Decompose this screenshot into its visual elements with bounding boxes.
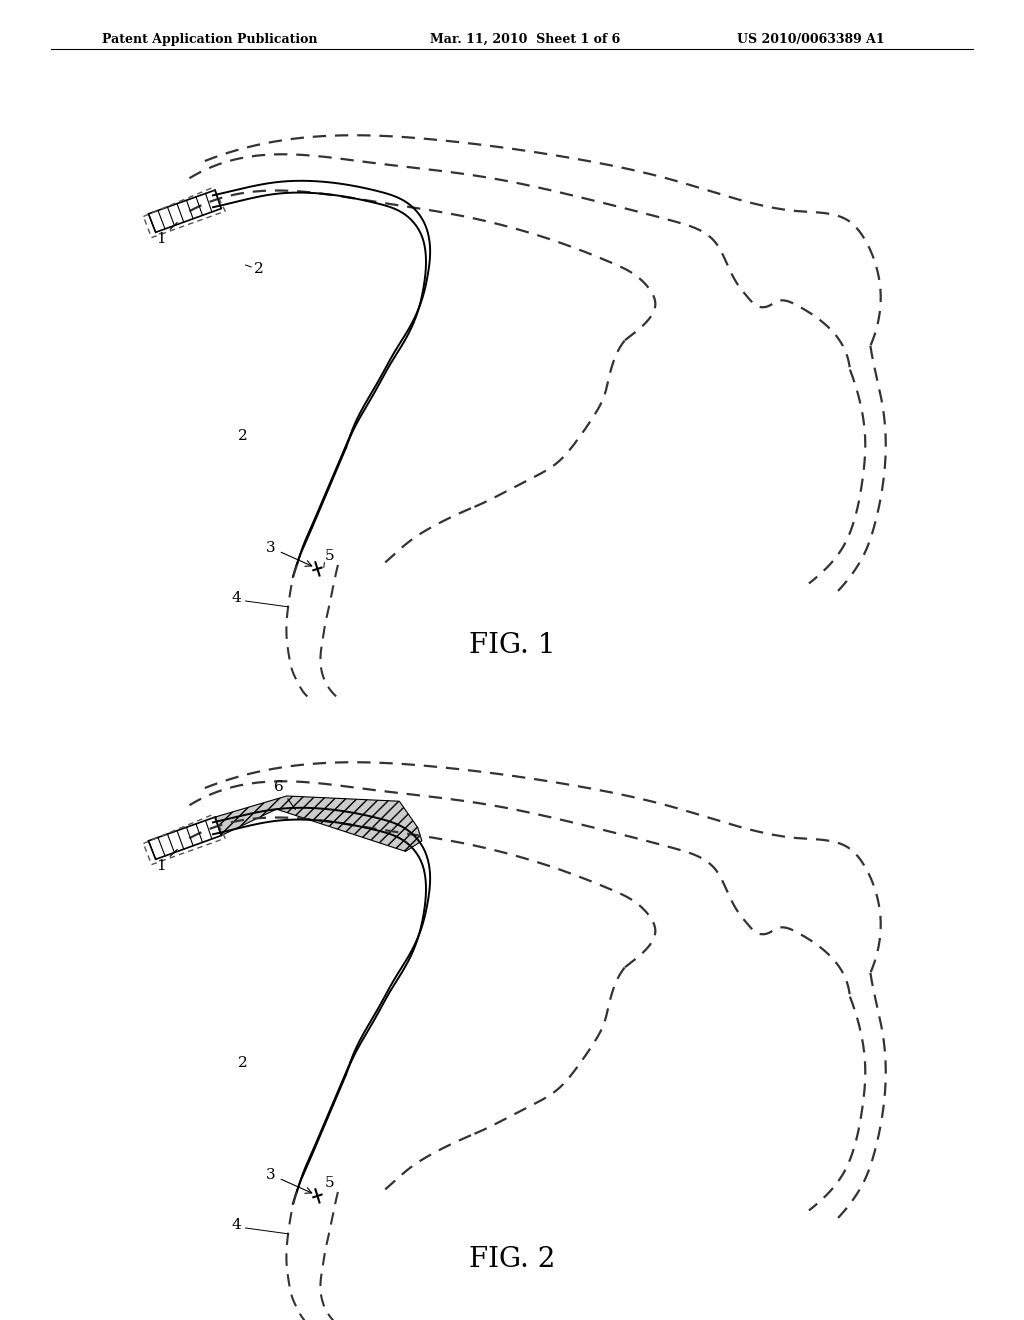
Text: 3: 3 — [266, 1168, 311, 1193]
Text: FIG. 1: FIG. 1 — [469, 632, 555, 660]
Polygon shape — [215, 796, 422, 851]
Text: 5: 5 — [325, 549, 334, 562]
Text: 6: 6 — [274, 780, 295, 809]
Text: 2: 2 — [238, 429, 248, 442]
Text: FIG. 2: FIG. 2 — [469, 1246, 555, 1274]
Text: 1: 1 — [156, 222, 177, 246]
Text: 4: 4 — [231, 591, 242, 605]
Polygon shape — [148, 190, 221, 232]
Text: US 2010/0063389 A1: US 2010/0063389 A1 — [737, 33, 885, 46]
Text: 5: 5 — [325, 1176, 334, 1189]
Text: 2: 2 — [238, 1056, 248, 1069]
Text: 2: 2 — [254, 263, 264, 276]
Text: Mar. 11, 2010  Sheet 1 of 6: Mar. 11, 2010 Sheet 1 of 6 — [430, 33, 621, 46]
Text: 4: 4 — [231, 1218, 242, 1232]
Text: Patent Application Publication: Patent Application Publication — [102, 33, 317, 46]
Text: 3: 3 — [266, 541, 311, 566]
Text: 1: 1 — [156, 849, 177, 873]
Polygon shape — [148, 817, 221, 859]
